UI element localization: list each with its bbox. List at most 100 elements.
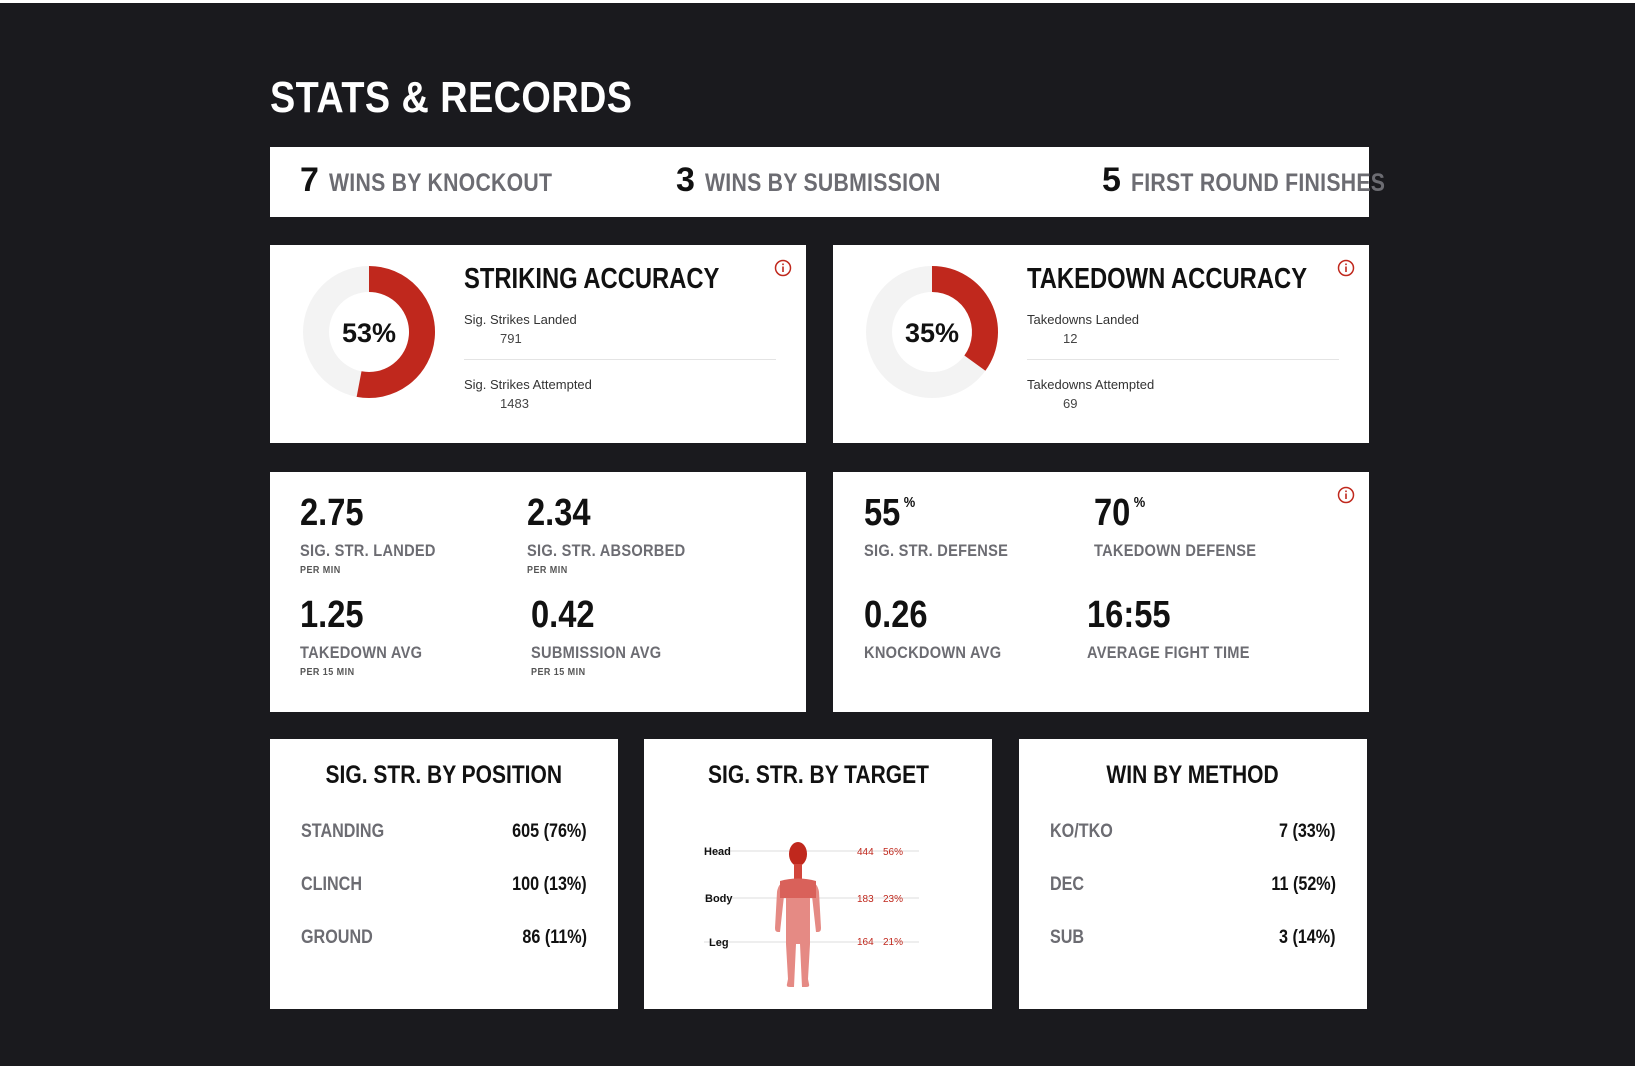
stat-value: 2.75 xyxy=(300,492,364,534)
row-label: GROUND xyxy=(301,927,373,948)
target-leg-label: Leg xyxy=(709,937,729,949)
row-label: DEC xyxy=(1050,874,1085,895)
target-body-count: 183 xyxy=(857,894,874,905)
stat-unit: % xyxy=(1133,494,1146,511)
stat-knockdown-avg: 0.26 KNOCKDOWN AVG xyxy=(864,594,1024,663)
defense-stats-card: 55% SIG. STR. DEFENSE 70% TAKEDOWN DEFEN… xyxy=(833,472,1369,712)
stat-value: 2.34 xyxy=(527,492,591,534)
method-row-sub: SUB 3 (14%) xyxy=(1050,927,1336,949)
stat-sig-str-absorbed: 2.34 SIG. STR. ABSORBED PER MIN xyxy=(527,492,711,576)
card-title: TAKEDOWN ACCURACY xyxy=(1027,263,1308,295)
record-value: 5 xyxy=(1102,161,1121,199)
stat-takedown-avg: 1.25 TAKEDOWN AVG PER 15 MIN xyxy=(300,594,442,678)
target-head-pct: 56% xyxy=(883,847,903,858)
stat-number: 55 xyxy=(864,492,901,534)
record-value: 3 xyxy=(676,161,695,199)
target-body-diagram: Head 444 56% Body 183 23% Leg 164 21% xyxy=(704,842,919,987)
row-value: 69 xyxy=(1063,396,1078,411)
info-icon[interactable] xyxy=(1337,259,1355,277)
row-label: Takedowns Attempted xyxy=(1027,377,1155,392)
target-head-label: Head xyxy=(704,846,731,858)
stat-avg-fight-time: 16:55 AVERAGE FIGHT TIME xyxy=(1087,594,1276,663)
stat-label: SIG. STR. DEFENSE xyxy=(864,541,1009,560)
donut-arc xyxy=(931,266,998,371)
stat-takedown-defense: 70% TAKEDOWN DEFENSE xyxy=(1094,492,1283,561)
striking-accuracy-donut: 53% xyxy=(303,266,435,398)
stat-unit: % xyxy=(903,494,916,511)
row-value: 11 (52%) xyxy=(1271,874,1336,895)
row-value: 1483 xyxy=(500,396,529,411)
row-label: STANDING xyxy=(301,821,385,842)
striking-stats-card: 2.75 SIG. STR. LANDED PER MIN 2.34 SIG. … xyxy=(270,472,806,712)
record-knockout: 7 WINS BY KNOCKOUT xyxy=(300,161,592,200)
sig-str-by-target-card: SIG. STR. BY TARGET Head 444 56% Body 18… xyxy=(644,739,992,1009)
record-first-round: 5 FIRST ROUND FINISHES xyxy=(1102,161,1430,200)
record-label: WINS BY KNOCKOUT xyxy=(328,169,553,197)
row-value: 3 (14%) xyxy=(1279,927,1336,948)
card-title: STRIKING ACCURACY xyxy=(464,263,720,295)
method-row-dec: DEC 11 (52%) xyxy=(1050,874,1336,896)
record-label: WINS BY SUBMISSION xyxy=(704,169,941,197)
card-title-text: SIG. STR. BY TARGET xyxy=(707,761,929,789)
position-row-ground: GROUND 86 (11%) xyxy=(301,927,587,949)
page-title: STATS & RECORDS xyxy=(270,73,633,122)
takedown-accuracy-donut: 35% xyxy=(866,266,998,398)
target-leg-pct: 21% xyxy=(883,937,903,948)
stat-label: TAKEDOWN DEFENSE xyxy=(1094,541,1257,560)
card-title: SIG. STR. BY TARGET xyxy=(644,761,992,790)
row-label: SUB xyxy=(1050,927,1085,948)
row-value: 7 (33%) xyxy=(1279,821,1336,842)
target-leg-count: 164 xyxy=(857,937,874,948)
row-value: 12 xyxy=(1063,331,1078,346)
target-head-count: 444 xyxy=(857,847,874,858)
stat-value: 1.25 xyxy=(300,594,364,636)
position-row-clinch: CLINCH 100 (13%) xyxy=(301,874,587,896)
card-title-text: SIG. STR. BY POSITION xyxy=(325,761,563,789)
stats-page: STATS & RECORDS 7 WINS BY KNOCKOUT 3 WIN… xyxy=(0,3,1635,1066)
record-bar: 7 WINS BY KNOCKOUT 3 WINS BY SUBMISSION … xyxy=(270,147,1385,217)
body-silhouette-icon xyxy=(775,842,821,987)
stat-label: AVERAGE FIGHT TIME xyxy=(1087,643,1250,662)
info-icon[interactable] xyxy=(1337,486,1355,504)
info-icon[interactable] xyxy=(774,259,792,277)
donut-percent: 35% xyxy=(905,318,959,348)
card-title-text: WIN BY METHOD xyxy=(1106,761,1280,789)
donut-arc xyxy=(356,266,435,398)
row-label: Sig. Strikes Attempted xyxy=(464,377,592,392)
stat-sig-str-landed: 2.75 SIG. STR. LANDED PER MIN xyxy=(300,492,458,576)
sig-strikes-attempted: Sig. Strikes Attempted 1483 xyxy=(464,377,776,411)
win-by-method-card: WIN BY METHOD KO/TKO 7 (33%) DEC 11 (52%… xyxy=(1019,739,1367,1009)
divider xyxy=(464,359,776,360)
stat-sublabel: PER MIN xyxy=(527,565,568,576)
stat-sublabel: PER 15 MIN xyxy=(531,667,586,678)
position-row-standing: STANDING 605 (76%) xyxy=(301,821,587,843)
stat-value: 16:55 xyxy=(1087,594,1171,636)
stat-sublabel: PER 15 MIN xyxy=(300,667,355,678)
stat-label: SIG. STR. LANDED xyxy=(300,541,436,560)
stat-value: 55% xyxy=(864,492,915,535)
donut-percent: 53% xyxy=(342,318,396,348)
stat-sig-str-defense: 55% SIG. STR. DEFENSE xyxy=(864,492,1032,561)
row-value: 791 xyxy=(500,331,522,346)
stat-number: 70 xyxy=(1094,492,1131,534)
record-label: FIRST ROUND FINISHES xyxy=(1130,169,1386,197)
method-row-ko-tko: KO/TKO 7 (33%) xyxy=(1050,821,1336,843)
card-title: SIG. STR. BY POSITION xyxy=(270,761,618,790)
stat-value: 0.26 xyxy=(864,594,928,636)
stat-sublabel: PER MIN xyxy=(300,565,341,576)
row-label: CLINCH xyxy=(301,874,363,895)
takedowns-attempted: Takedowns Attempted 69 xyxy=(1027,377,1339,411)
stat-value: 0.42 xyxy=(531,594,595,636)
sig-str-by-position-card: SIG. STR. BY POSITION STANDING 605 (76%)… xyxy=(270,739,618,1009)
row-label: Takedowns Landed xyxy=(1027,312,1140,327)
target-body-pct: 23% xyxy=(883,894,903,905)
stat-label: SIG. STR. ABSORBED xyxy=(527,541,686,560)
stat-submission-avg: 0.42 SUBMISSION AVG PER 15 MIN xyxy=(531,594,683,678)
divider xyxy=(1027,359,1339,360)
stat-label: SUBMISSION AVG xyxy=(531,643,662,662)
stat-label: TAKEDOWN AVG xyxy=(300,643,423,662)
stat-value: 70% xyxy=(1094,492,1145,535)
card-title: WIN BY METHOD xyxy=(1019,761,1367,790)
record-value: 7 xyxy=(300,161,319,199)
striking-accuracy-card: 53% STRIKING ACCURACY Sig. Strikes Lande… xyxy=(270,245,806,443)
